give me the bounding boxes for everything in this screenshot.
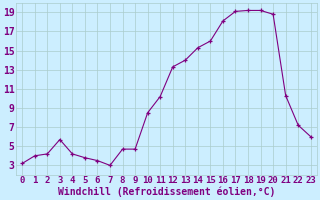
X-axis label: Windchill (Refroidissement éolien,°C): Windchill (Refroidissement éolien,°C)	[58, 187, 275, 197]
